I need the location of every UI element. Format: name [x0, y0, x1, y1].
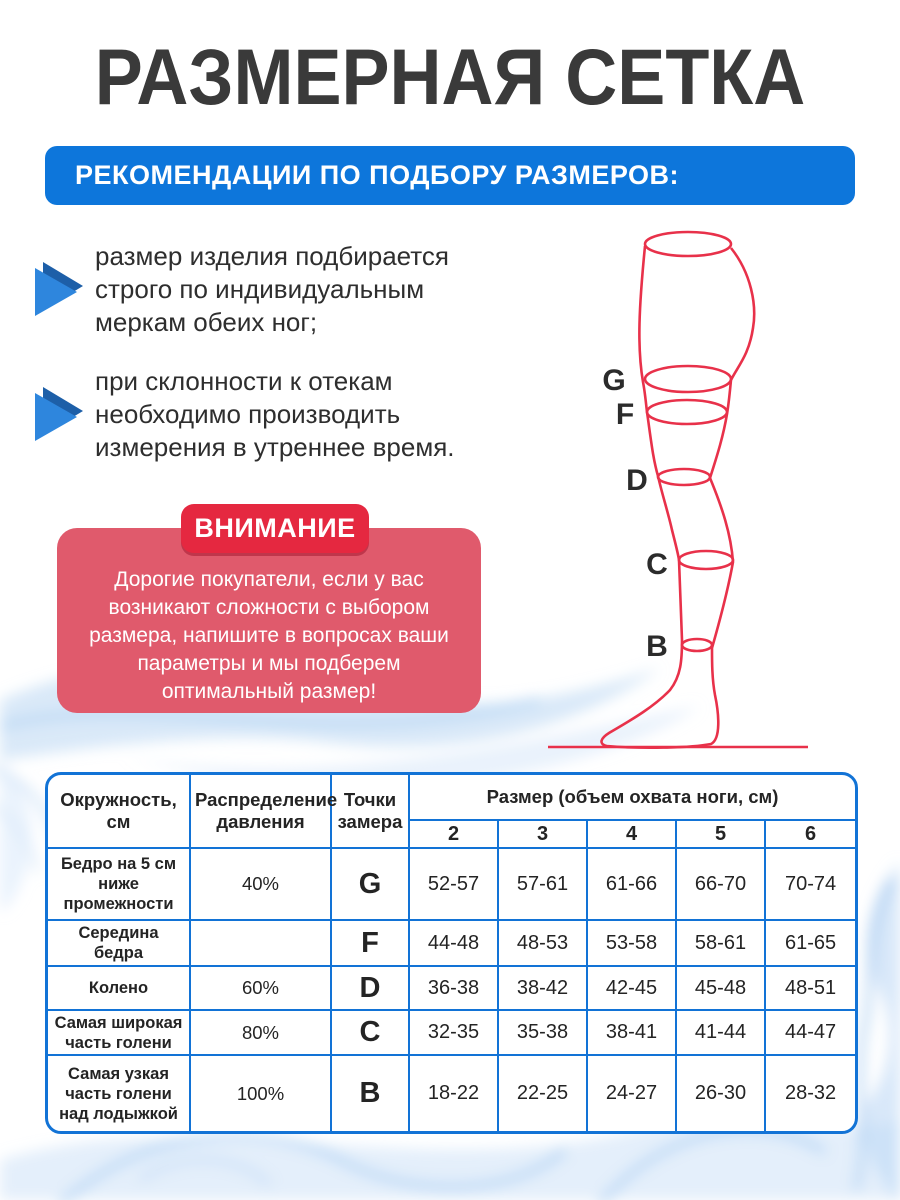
point-label-f: F	[616, 398, 634, 431]
row-name: Самая узкая часть голени над лодыжкой	[48, 1054, 191, 1131]
size-table: Окружность, см Распределение давления То…	[45, 772, 858, 1134]
leg-outline	[600, 245, 756, 750]
row-pressure: 60%	[189, 965, 332, 1011]
col-header-measure-points: Точки замера	[330, 775, 410, 849]
size-value: 48-51	[763, 965, 855, 1011]
table-row: Бедро на 5 см ниже промежности 40% G 52-…	[48, 847, 855, 921]
size-value: 61-66	[586, 847, 677, 921]
col-header-size-group: Размер (объем охвата ноги, см)	[407, 775, 855, 821]
recommendation-item: при склонности к отекам необходимо произ…	[33, 365, 467, 464]
size-value: 32-35	[408, 1009, 499, 1056]
size-column-header: 2	[408, 819, 499, 849]
waist-ellipse	[643, 230, 733, 258]
table-row: Середина бедра F 44-48 48-53 53-58 58-61…	[48, 919, 855, 967]
recommendations-heading: РЕКОМЕНДАЦИИ ПО ПОДБОРУ РАЗМЕРОВ:	[75, 160, 680, 190]
measure-ellipse-c	[677, 549, 735, 571]
leg-measurement-diagram: G F D C B	[548, 230, 808, 750]
attention-note-text: Дорогие покупатели, если у вас возникают…	[89, 568, 449, 703]
double-arrow-icon	[35, 387, 83, 441]
point-label-d: D	[626, 464, 648, 497]
table-row: Самая узкая часть голени над лодыжкой 10…	[48, 1054, 855, 1131]
size-value: 18-22	[408, 1054, 499, 1131]
size-value: 61-65	[763, 919, 855, 967]
size-value: 42-45	[586, 965, 677, 1011]
row-point: F	[330, 919, 410, 967]
measure-ellipse-f	[645, 398, 729, 426]
size-value: 22-25	[497, 1054, 588, 1131]
size-table-grid: Окружность, см Распределение давления То…	[48, 775, 855, 1131]
measure-ellipse-d	[656, 467, 712, 487]
table-row: Самая широкая часть голени 80% C 32-35 3…	[48, 1009, 855, 1056]
size-value: 70-74	[763, 847, 855, 921]
recommendations-banner: РЕКОМЕНДАЦИИ ПО ПОДБОРУ РАЗМЕРОВ:	[45, 146, 855, 205]
recommendation-item: размер изделия подбирается строго по инд…	[33, 240, 467, 339]
recommendation-text: размер изделия подбирается строго по инд…	[95, 241, 449, 337]
row-point: D	[330, 965, 410, 1011]
size-column-header: 5	[675, 819, 766, 849]
size-column-header: 4	[586, 819, 677, 849]
size-value: 44-47	[763, 1009, 855, 1056]
row-point: B	[330, 1054, 410, 1131]
row-point: G	[330, 847, 410, 921]
size-value: 26-30	[675, 1054, 766, 1131]
row-pressure: 40%	[189, 847, 332, 921]
size-value: 57-61	[497, 847, 588, 921]
size-value: 38-42	[497, 965, 588, 1011]
page-title: РАЗМЕРНАЯ СЕТКА	[94, 33, 806, 122]
size-value: 52-57	[408, 847, 499, 921]
size-value: 28-32	[763, 1054, 855, 1131]
size-value: 38-41	[586, 1009, 677, 1056]
row-name: Середина бедра	[48, 919, 191, 967]
size-value: 24-27	[586, 1054, 677, 1131]
recommendation-text: при склонности к отекам необходимо произ…	[95, 366, 455, 462]
point-label-b: B	[646, 630, 668, 663]
size-column-header: 3	[497, 819, 588, 849]
size-value: 58-61	[675, 919, 766, 967]
row-point: C	[330, 1009, 410, 1056]
col-header-circumference: Окружность, см	[48, 775, 191, 849]
point-label-g: G	[602, 364, 625, 397]
size-value: 66-70	[675, 847, 766, 921]
point-label-c: C	[646, 548, 668, 581]
size-value: 53-58	[586, 919, 677, 967]
size-value: 48-53	[497, 919, 588, 967]
row-pressure: 100%	[189, 1054, 332, 1131]
measure-ellipse-b	[680, 637, 714, 653]
table-row: Колено 60% D 36-38 38-42 42-45 45-48 48-…	[48, 965, 855, 1011]
row-name: Колено	[48, 965, 191, 1011]
row-pressure	[189, 919, 332, 967]
double-arrow-icon	[35, 262, 83, 316]
size-column-header: 6	[763, 819, 855, 849]
size-value: 36-38	[408, 965, 499, 1011]
size-value: 45-48	[675, 965, 766, 1011]
attention-note: Дорогие покупатели, если у вас возникают…	[57, 528, 481, 713]
row-name: Бедро на 5 см ниже промежности	[48, 847, 191, 921]
row-pressure: 80%	[189, 1009, 332, 1056]
col-header-pressure: Распределение давления	[189, 775, 337, 849]
row-name: Самая широкая часть голени	[48, 1009, 191, 1056]
measure-ellipse-g	[643, 364, 733, 394]
attention-badge: ВНИМАНИЕ	[181, 504, 369, 553]
size-value: 44-48	[408, 919, 499, 967]
size-value: 41-44	[675, 1009, 766, 1056]
size-value: 35-38	[497, 1009, 588, 1056]
